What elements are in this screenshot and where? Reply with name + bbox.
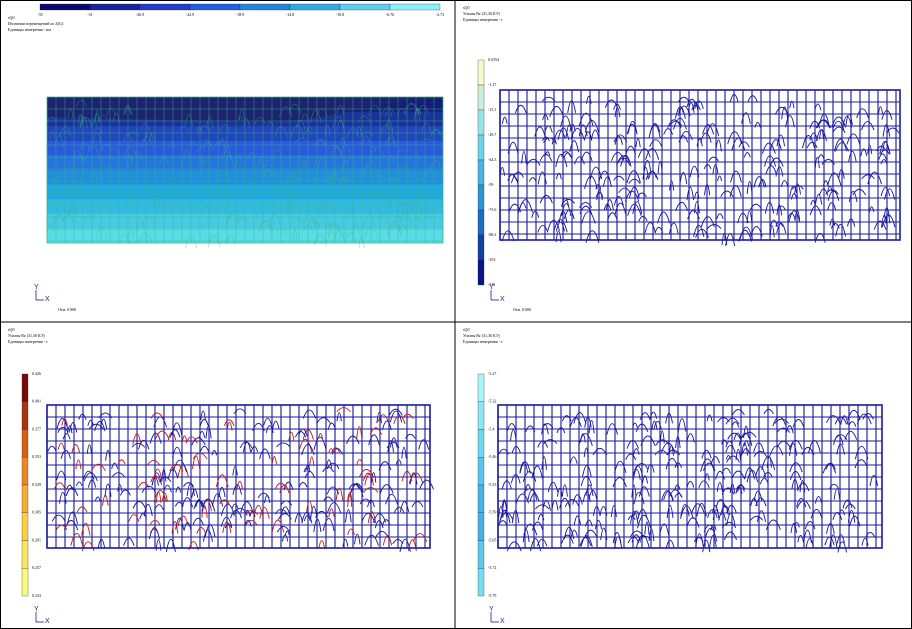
scale-segment xyxy=(22,402,28,430)
scale-label: -5.27 xyxy=(488,371,496,376)
caption-line: Изолинии перемещений по Z(G) xyxy=(8,21,64,26)
scale-label: -1.27 xyxy=(488,82,496,87)
scale-segment xyxy=(478,430,484,458)
scale-label: -73.6 xyxy=(488,207,496,212)
caption-line: sQ0 xyxy=(463,5,469,10)
scale-label: -15.1 xyxy=(488,107,496,112)
scale-label: -5.53 xyxy=(488,482,496,487)
scale-label: -14.8 xyxy=(286,12,294,17)
caption-line: Единицы измерения - мм xyxy=(8,27,51,32)
scale-label: 0.353 xyxy=(32,454,41,459)
scale-label: -26.9 xyxy=(136,12,144,17)
scale-label: -103 xyxy=(488,257,495,262)
scale-label: 0.401 xyxy=(32,399,41,404)
caption-line: sQ0 xyxy=(8,15,14,20)
scale-label: 0.426 xyxy=(32,371,41,376)
scale-segment xyxy=(390,4,440,10)
scale-label: -22.9 xyxy=(186,12,194,17)
scale-label: -5.72 xyxy=(488,565,496,570)
scale-segment xyxy=(478,235,484,260)
result-sheet: sQ0Изолинии перемещений по Z(G)Единицы и… xyxy=(0,0,912,629)
caption-line: Единицы измерения - т xyxy=(463,339,503,344)
scale-label: 0.257 xyxy=(32,565,41,570)
scale-label: -59 xyxy=(488,182,493,187)
axis-label: Y xyxy=(489,606,494,613)
scale-segment xyxy=(240,4,290,10)
scale-label: 0.305 xyxy=(32,510,41,515)
scale-label: -5.79 xyxy=(488,593,496,598)
scale-label: 0.281 xyxy=(32,537,41,542)
scale-segment xyxy=(478,160,484,185)
scale-segment xyxy=(190,4,240,10)
scale-label: -29.7 xyxy=(488,132,496,137)
scale-label: -44.3 xyxy=(488,157,496,162)
caption-line: sQ0 xyxy=(463,327,469,332)
axis-label: Y xyxy=(489,284,494,291)
scale-label: 0.377 xyxy=(32,426,41,431)
scale-segment xyxy=(22,430,28,458)
scale-label: -5.32 xyxy=(488,399,496,404)
scale-segment xyxy=(478,60,484,85)
scale-segment xyxy=(478,402,484,430)
scale-segment xyxy=(22,374,28,402)
scale-segment xyxy=(22,568,28,596)
scale-segment xyxy=(478,85,484,110)
scale-label: -5.46 xyxy=(488,454,496,459)
axis-label: X xyxy=(45,296,50,303)
elevation: Отм. 0.000 xyxy=(58,307,76,312)
scale-label: 0.0354 xyxy=(488,57,499,62)
scale-label: -31 xyxy=(87,12,92,17)
scale-label: -5.59 xyxy=(488,510,496,515)
scale-label: -5.4 xyxy=(488,426,494,431)
scale-label: -5.65 xyxy=(488,537,496,542)
scale-segment xyxy=(478,135,484,160)
scale-segment xyxy=(478,568,484,596)
scale-segment xyxy=(22,485,28,513)
scale-segment xyxy=(22,513,28,541)
scale-segment xyxy=(478,457,484,485)
scale-segment xyxy=(40,4,90,10)
scale-segment xyxy=(478,374,484,402)
scale-label: -2.73 xyxy=(436,12,444,17)
scale-segment xyxy=(478,513,484,541)
axis-label: X xyxy=(500,618,505,625)
axis-label: Y xyxy=(34,606,39,613)
scale-segment xyxy=(340,4,390,10)
scale-label: -35 xyxy=(37,12,42,17)
scale-label: 0.233 xyxy=(32,593,41,598)
scale-segment xyxy=(90,4,140,10)
axis-label: X xyxy=(45,618,50,625)
scale-segment xyxy=(478,110,484,135)
scale-segment xyxy=(478,210,484,235)
scale-label: -88.2 xyxy=(488,232,496,237)
axis-label: Y xyxy=(34,284,39,291)
scale-label: -18.9 xyxy=(236,12,244,17)
scale-segment xyxy=(478,260,484,285)
scale-segment xyxy=(478,485,484,513)
scale-segment xyxy=(22,457,28,485)
caption-line: Единицы измерения - т xyxy=(463,17,503,22)
elevation: Отм. 0.000 xyxy=(513,307,531,312)
scale-segment xyxy=(478,541,484,569)
caption-line: Единицы измерения - т xyxy=(8,339,48,344)
scale-label: 0.329 xyxy=(32,482,41,487)
scale-label: -6.76 xyxy=(386,12,394,17)
caption-line: sQ0 xyxy=(8,327,14,332)
scale-segment xyxy=(478,185,484,210)
axis-label: X xyxy=(500,296,505,303)
scale-segment xyxy=(290,4,340,10)
scale-label: -10.8 xyxy=(336,12,344,17)
scale-segment xyxy=(22,541,28,569)
scale-segment xyxy=(140,4,190,10)
